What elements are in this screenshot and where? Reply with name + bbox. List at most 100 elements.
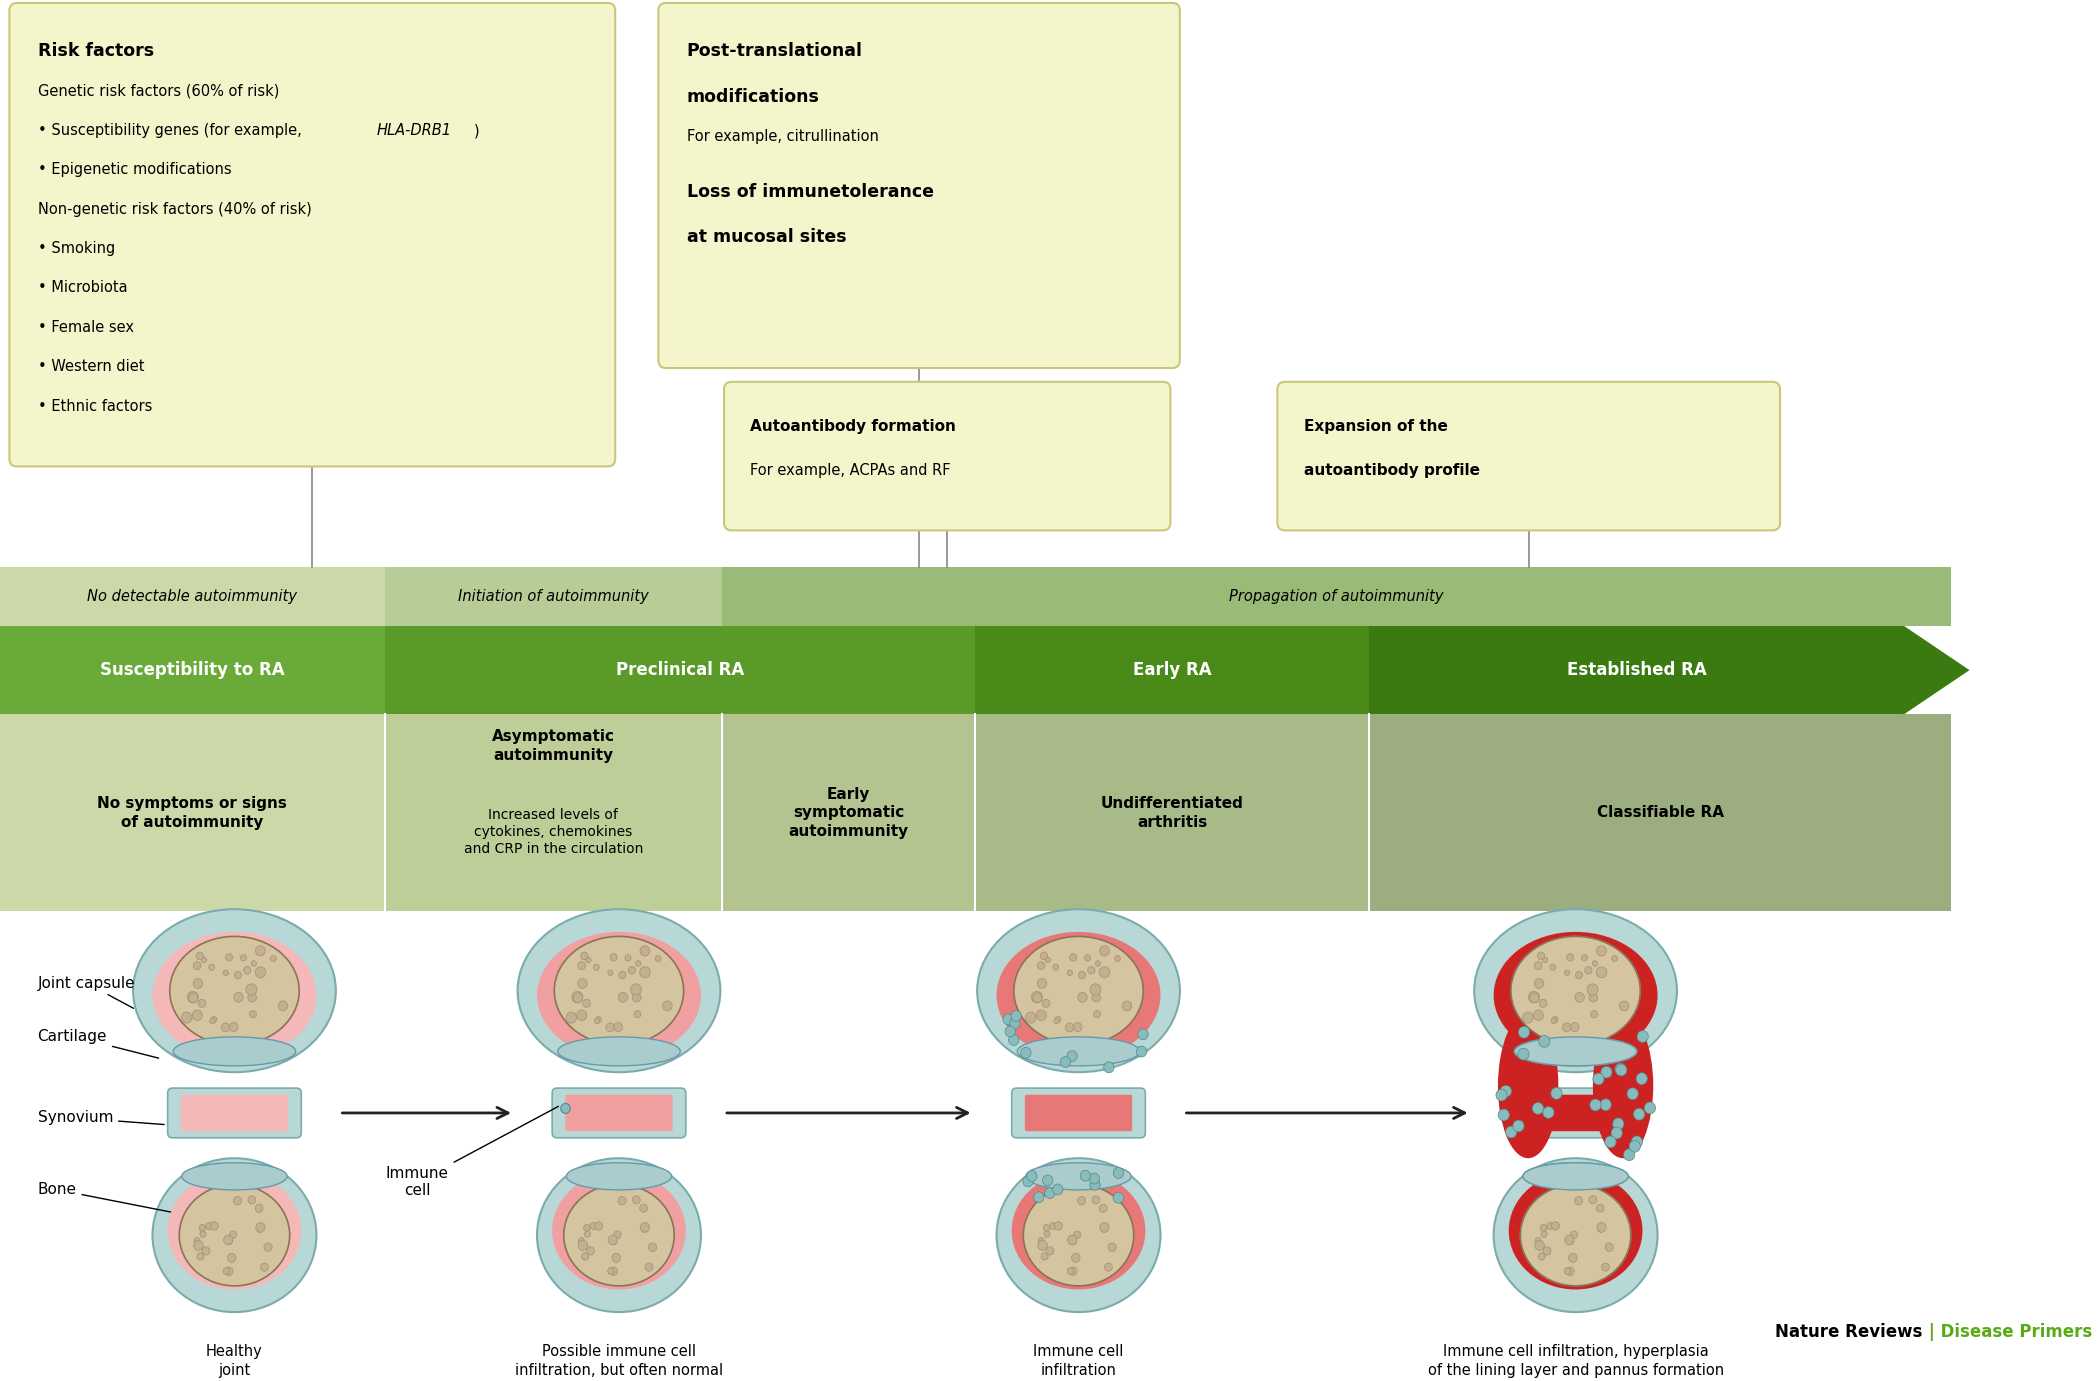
Circle shape [1027,1171,1037,1181]
Circle shape [1533,1102,1544,1114]
Circle shape [248,993,256,1003]
Circle shape [200,1225,206,1230]
Bar [722,566,1951,626]
Circle shape [1096,961,1100,967]
Ellipse shape [183,1163,288,1190]
Circle shape [607,1023,615,1032]
Circle shape [1581,954,1588,961]
Circle shape [246,983,256,996]
Circle shape [1069,1266,1077,1276]
Circle shape [611,1254,619,1262]
Circle shape [200,1230,206,1237]
Circle shape [1613,1119,1623,1130]
Circle shape [1042,1175,1052,1186]
Circle shape [1499,1085,1512,1097]
FancyBboxPatch shape [565,1095,672,1131]
Circle shape [1632,1137,1642,1148]
Circle shape [1113,1192,1124,1203]
Circle shape [649,1243,657,1251]
Text: No detectable autoimmunity: No detectable autoimmunity [88,588,298,603]
Text: • Female sex: • Female sex [38,320,134,334]
Text: at mucosal sites: at mucosal sites [687,228,846,246]
Text: Post-translational: Post-translational [687,43,863,61]
Ellipse shape [1474,909,1678,1072]
Text: No symptoms or signs
of autoimmunity: No symptoms or signs of autoimmunity [97,795,288,830]
Circle shape [578,961,586,969]
Circle shape [1008,1034,1018,1045]
Ellipse shape [132,909,336,1072]
Circle shape [1079,971,1086,979]
Circle shape [1535,1240,1544,1250]
Circle shape [582,952,588,960]
Circle shape [1535,1240,1544,1250]
Circle shape [1092,1196,1100,1204]
Ellipse shape [559,1037,680,1066]
Circle shape [1040,952,1048,960]
Ellipse shape [1012,1172,1144,1290]
FancyBboxPatch shape [1025,1095,1132,1131]
Circle shape [1569,1254,1577,1262]
Text: Immune
cell: Immune cell [386,1106,559,1199]
Circle shape [640,1204,647,1213]
Circle shape [1600,1066,1613,1079]
Circle shape [1044,1225,1050,1230]
Circle shape [1596,1222,1606,1232]
Text: Increased levels of
cytokines, chemokines
and CRP in the circulation: Increased levels of cytokines, chemokine… [464,808,643,856]
Circle shape [1596,946,1606,956]
Circle shape [1067,1235,1077,1244]
Circle shape [1100,946,1109,956]
FancyBboxPatch shape [1522,1095,1630,1131]
Text: modifications: modifications [687,87,819,105]
Circle shape [1522,1012,1533,1023]
Circle shape [1575,971,1583,979]
Text: For example, citrullination: For example, citrullination [687,128,878,144]
Circle shape [584,1230,590,1237]
Circle shape [1539,1225,1546,1230]
Ellipse shape [567,1163,672,1190]
Circle shape [1564,969,1569,975]
Circle shape [195,952,204,960]
Circle shape [1590,993,1598,1003]
FancyBboxPatch shape [659,3,1180,367]
Circle shape [1535,1237,1541,1244]
Circle shape [1031,992,1042,1003]
Circle shape [279,1001,288,1011]
Ellipse shape [563,1185,674,1286]
Circle shape [620,971,626,979]
Circle shape [1644,1102,1655,1114]
Circle shape [578,1240,588,1250]
Circle shape [225,954,233,961]
Circle shape [1541,1230,1548,1237]
Text: For example, ACPAs and RF: For example, ACPAs and RF [750,464,951,478]
Circle shape [1581,954,1588,961]
Circle shape [220,1023,229,1032]
Circle shape [1571,1230,1577,1239]
Text: Cartilage: Cartilage [38,1029,160,1058]
Circle shape [1619,1001,1630,1011]
Circle shape [1544,1247,1552,1255]
Circle shape [1564,1268,1571,1275]
Circle shape [1052,1184,1063,1195]
Circle shape [1567,954,1573,961]
Circle shape [1088,967,1094,974]
Circle shape [239,954,246,961]
Circle shape [1025,1012,1035,1023]
Circle shape [1004,1014,1014,1025]
Text: autoantibody profile: autoantibody profile [1304,464,1480,478]
Circle shape [248,1196,256,1204]
Circle shape [1092,993,1100,1003]
Circle shape [1596,1204,1604,1213]
Circle shape [1600,1099,1611,1110]
Circle shape [1611,956,1617,961]
Circle shape [628,967,636,974]
FancyBboxPatch shape [1012,1088,1144,1138]
Text: Nature Reviews: Nature Reviews [1774,1323,1924,1341]
Circle shape [229,1022,237,1032]
Circle shape [1067,1268,1073,1275]
Circle shape [607,969,613,975]
Circle shape [1046,1247,1054,1255]
Ellipse shape [153,932,317,1059]
Circle shape [235,971,242,979]
FancyBboxPatch shape [168,1088,300,1138]
Circle shape [609,1235,617,1244]
